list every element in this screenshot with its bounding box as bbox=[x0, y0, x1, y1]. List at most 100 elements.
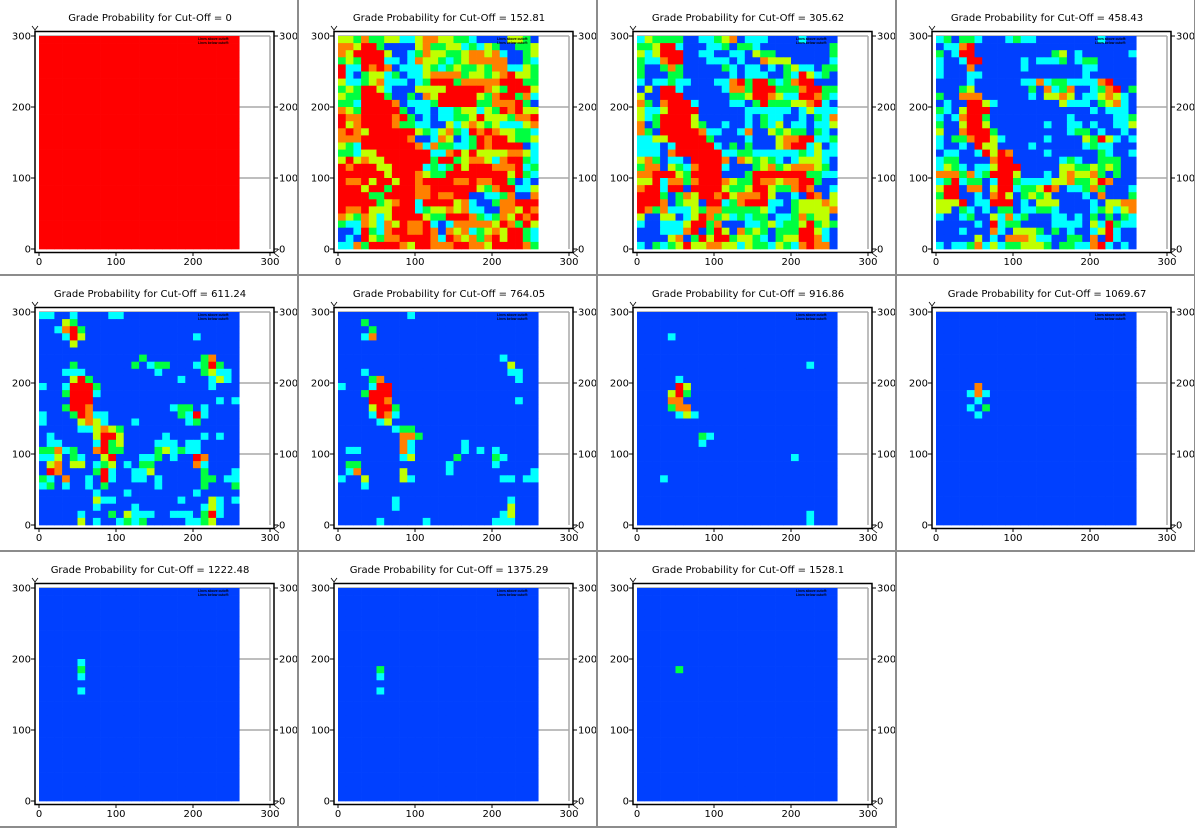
heatmap-cell bbox=[1090, 71, 1099, 79]
heatmap-cell bbox=[1097, 156, 1106, 165]
heatmap-cell bbox=[422, 383, 431, 391]
heatmap-cell bbox=[345, 78, 354, 87]
heatmap-cell bbox=[660, 220, 669, 229]
heatmap-cell bbox=[752, 206, 761, 214]
heatmap-cell bbox=[1097, 163, 1106, 172]
heatmap-cell bbox=[997, 185, 1006, 193]
heatmap-cell bbox=[208, 107, 217, 115]
heatmap-cell bbox=[1105, 142, 1114, 150]
heatmap-cell bbox=[384, 517, 393, 526]
heatmap-cell bbox=[690, 178, 699, 186]
heatmap-cell bbox=[169, 107, 178, 115]
heatmap-cell bbox=[108, 404, 117, 412]
heatmap-cell bbox=[361, 517, 370, 526]
heatmap-cell bbox=[162, 383, 171, 391]
heatmap-cell bbox=[737, 50, 746, 58]
heatmap-cell bbox=[46, 192, 55, 200]
heatmap-cell bbox=[185, 347, 194, 355]
heatmap-cell bbox=[951, 71, 960, 79]
heatmap-cell bbox=[338, 92, 347, 101]
heatmap-cell bbox=[438, 489, 447, 497]
heatmap-cell bbox=[791, 149, 800, 158]
heatmap-cell bbox=[185, 446, 194, 455]
heatmap-cell bbox=[384, 411, 393, 419]
heatmap-cell bbox=[1120, 227, 1129, 236]
heatmap-cell bbox=[338, 220, 347, 229]
heatmap-cell bbox=[92, 432, 101, 441]
heatmap-cell bbox=[162, 220, 171, 229]
heatmap-cell bbox=[744, 43, 753, 51]
heatmap-cell bbox=[353, 361, 362, 370]
heatmap-cell bbox=[193, 461, 202, 469]
heatmap-cell bbox=[131, 156, 140, 165]
heatmap-cell bbox=[108, 71, 117, 79]
heatmap-cell bbox=[223, 340, 232, 348]
heatmap-cell bbox=[169, 206, 178, 214]
heatmap-cell bbox=[376, 192, 385, 200]
heatmap-cell bbox=[116, 326, 125, 334]
heatmap-cell bbox=[445, 192, 454, 200]
heatmap-cell bbox=[660, 206, 669, 214]
heatmap-cell bbox=[1105, 156, 1114, 165]
heatmap-cell bbox=[1105, 192, 1114, 200]
heatmap-cell bbox=[46, 36, 55, 44]
heatmap-cell bbox=[46, 319, 55, 327]
heatmap-cell bbox=[216, 135, 225, 143]
heatmap-cell bbox=[821, 114, 830, 122]
heatmap-cell bbox=[123, 142, 132, 150]
heatmap-cell bbox=[1128, 71, 1137, 79]
heatmap-cell bbox=[54, 347, 63, 355]
heatmap-cell bbox=[683, 178, 692, 186]
heatmap-cell bbox=[116, 121, 125, 129]
heatmap-cell bbox=[798, 36, 807, 44]
heatmap-cell bbox=[652, 128, 661, 136]
heatmap-cell bbox=[193, 411, 202, 419]
heatmap-cell bbox=[690, 234, 699, 243]
heatmap-cell bbox=[69, 227, 78, 236]
heatmap-cell bbox=[139, 156, 148, 165]
heatmap-cell bbox=[39, 149, 48, 158]
heatmap-cell bbox=[92, 475, 101, 483]
heatmap-cell bbox=[775, 192, 784, 200]
heatmap-cell bbox=[461, 461, 470, 469]
heatmap-cell bbox=[123, 347, 132, 355]
heatmap-cell bbox=[752, 326, 761, 334]
heatmap-cell bbox=[384, 78, 393, 87]
heatmap-cell bbox=[1105, 128, 1114, 136]
heatmap-cell bbox=[154, 114, 163, 122]
heatmap-cell bbox=[231, 128, 240, 136]
heatmap-cell bbox=[783, 85, 792, 94]
heatmap-cell bbox=[430, 135, 439, 143]
heatmap-cell bbox=[123, 503, 132, 512]
heatmap-cell bbox=[721, 192, 730, 200]
heatmap-cell bbox=[231, 503, 240, 512]
heatmap-cell bbox=[1020, 163, 1029, 172]
heatmap-cell bbox=[39, 404, 48, 412]
heatmap-cell bbox=[361, 220, 370, 229]
heatmap-cell bbox=[1051, 227, 1060, 236]
heatmap-cell bbox=[376, 185, 385, 193]
heatmap-cell bbox=[461, 475, 470, 483]
heatmap-cell bbox=[62, 454, 71, 462]
heatmap-cell bbox=[384, 57, 393, 65]
heatmap-cell bbox=[814, 199, 823, 207]
heatmap-cell bbox=[116, 163, 125, 172]
heatmap-cell bbox=[791, 326, 800, 334]
heatmap-cell bbox=[415, 213, 424, 221]
heatmap-cell bbox=[46, 71, 55, 79]
heatmap-cell bbox=[223, 135, 232, 143]
heatmap-cell bbox=[951, 121, 960, 129]
heatmap-cell bbox=[384, 432, 393, 441]
heatmap-cell bbox=[54, 312, 63, 320]
heatmap-cell bbox=[85, 361, 94, 370]
heatmap-cell bbox=[39, 241, 48, 250]
heatmap-cell bbox=[85, 99, 94, 108]
heatmap-cell bbox=[982, 50, 991, 58]
heatmap-cell bbox=[698, 312, 707, 320]
heatmap-cell bbox=[430, 78, 439, 87]
heatmap-cell bbox=[422, 241, 431, 250]
heatmap-cell bbox=[675, 178, 684, 186]
heatmap-cell bbox=[729, 213, 738, 221]
heatmap-cell bbox=[85, 213, 94, 221]
